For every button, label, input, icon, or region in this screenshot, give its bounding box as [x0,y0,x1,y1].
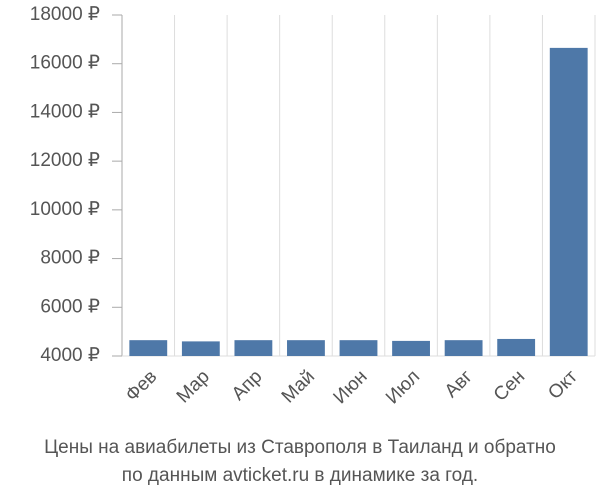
x-tick-label: Фев [122,366,162,406]
x-tick-label: Июн [330,366,372,408]
y-tick-label: 12000 ₽ [30,150,100,171]
chart-title: по данным avticket.ru в динамике за год. [122,465,478,486]
x-tick-label: Авг [441,366,477,402]
chart-title: Цены на авиабилеты из Ставрополя в Таила… [44,437,556,458]
bar [129,340,168,356]
y-tick-label: 18000 ₽ [30,4,100,25]
bar [392,340,430,356]
y-tick-label: 10000 ₽ [30,199,100,220]
x-tick-label: Сен [490,366,529,405]
x-tick-label: Май [278,366,319,407]
y-tick-label: 4000 ₽ [40,345,100,366]
bar [287,340,325,356]
bar [234,340,273,356]
bar [549,47,588,356]
y-tick-label: 8000 ₽ [40,248,100,269]
bar [444,340,483,356]
x-tick-label: Окт [544,366,582,404]
bar [181,341,220,356]
bar [497,338,536,356]
y-tick-label: 6000 ₽ [40,296,100,317]
x-tick-label: Июл [382,366,424,408]
bar [339,340,378,356]
x-tick-label: Апр [228,366,267,405]
y-tick-label: 14000 ₽ [30,101,100,122]
y-tick-label: 16000 ₽ [30,53,100,74]
x-tick-label: Мар [173,366,214,407]
